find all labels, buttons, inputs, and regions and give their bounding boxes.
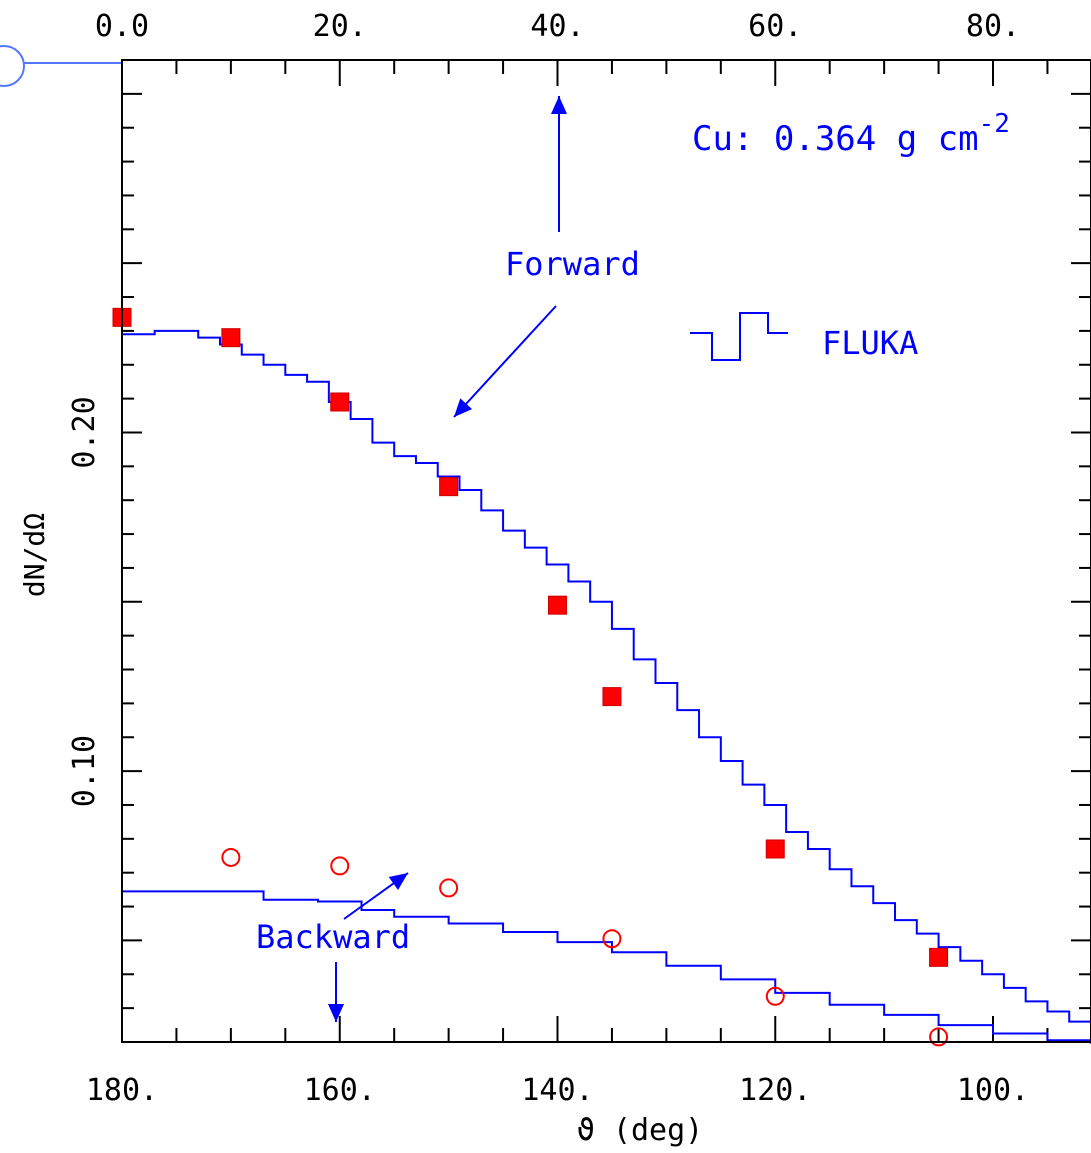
y-axis-label: dN/dΩ (18, 513, 51, 597)
tick-layer (0, 45, 1091, 1042)
x-tick-label: 120. (739, 1073, 811, 1108)
arrow-forward-up-head (551, 96, 567, 114)
data-marker-layer (112, 307, 949, 1047)
x2-tick-label: 20. (313, 9, 367, 44)
x-tick-label: 100. (957, 1073, 1029, 1108)
plot-frame (121, 59, 1091, 1043)
simulation-layer (122, 96, 1091, 1044)
series-fluka-backward (122, 890, 1091, 1044)
arrow-backward-point-head (388, 873, 408, 891)
backward-point (602, 929, 622, 949)
y-tick-label: 0.10 (67, 735, 102, 807)
x-tick-label: 160. (304, 1073, 376, 1108)
forward-point (221, 328, 241, 348)
x2-tick-label: 60. (748, 9, 802, 44)
forward-point (602, 687, 622, 707)
forward-point (330, 392, 350, 412)
backward-point (929, 1027, 949, 1047)
backward-point (439, 878, 459, 898)
label-forward: Forward (505, 245, 640, 283)
y-tick-label: 0.20 (67, 396, 102, 468)
forward-point (548, 595, 568, 615)
x2-tick-label: 80. (966, 9, 1020, 44)
label-backward: Backward (256, 918, 410, 956)
legend-step-symbol (690, 312, 788, 361)
arrow-backward-down-head (328, 1004, 344, 1022)
tick-label-layer: 180. 160. 140. 120. 100. 0.0 20. 40. 60. 80. 0.10 0… (67, 9, 1029, 1108)
x2-tick-label: 0.0 (95, 9, 149, 44)
series-fluka (122, 329, 1091, 1029)
arrow-forward-point (453, 305, 557, 418)
backward-point (765, 986, 785, 1006)
x-axis-label: ϑ (deg) (577, 1113, 703, 1148)
corner-circle (0, 45, 25, 87)
forward-point (929, 947, 949, 967)
forward-point (765, 839, 785, 859)
x-tick-label: 140. (521, 1073, 593, 1108)
forward-point (439, 477, 459, 497)
backward-point (330, 856, 350, 876)
x2-tick-label: 40. (530, 9, 584, 44)
arrow-forward-point-head (454, 398, 473, 417)
material-annotation: Cu: 0.364 g cm-2 (692, 109, 1010, 159)
backward-point (221, 847, 241, 867)
x-tick-label: 180. (86, 1073, 158, 1108)
legend-label-fluka: FLUKA (822, 324, 918, 362)
